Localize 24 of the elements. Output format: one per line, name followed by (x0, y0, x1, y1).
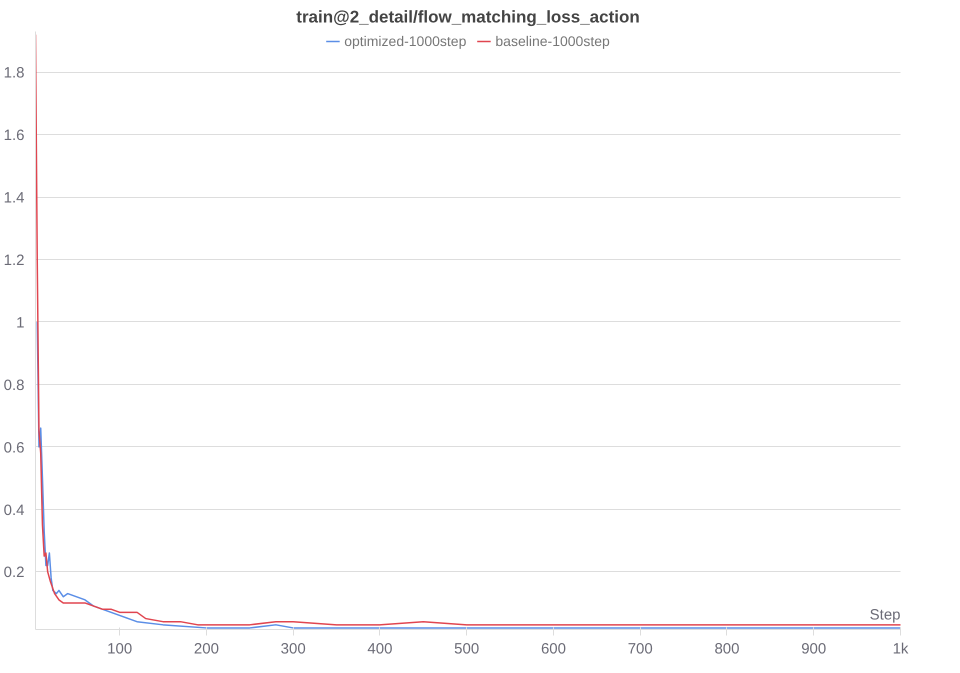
x-tick-label: 1k (892, 640, 909, 658)
y-tick-label: 0.6 (4, 439, 25, 456)
x-axis-title: Step (870, 606, 900, 624)
x-tick-label: 100 (107, 640, 132, 658)
y-tick-label: 1.6 (4, 127, 25, 144)
legend-label: optimized-1000step (344, 33, 466, 49)
x-tick-label: 300 (280, 640, 306, 658)
chart-title: train@2_detail/flow_matching_loss_action (296, 8, 640, 26)
x-tick-label: 400 (367, 640, 392, 658)
x-tick-label: 800 (714, 640, 740, 658)
y-tick-label: 0.4 (4, 502, 25, 519)
y-tick-label: 1.8 (4, 64, 25, 82)
x-tick-label: 600 (540, 640, 566, 658)
x-tick-label: 200 (194, 640, 219, 658)
x-tick-label: 900 (801, 640, 826, 658)
legend-label: baseline-1000step (495, 33, 610, 49)
y-tick-label: 0.2 (4, 564, 25, 582)
x-tick-label: 700 (628, 640, 653, 658)
x-tick-label: 500 (454, 640, 480, 658)
y-tick-label: 1.4 (4, 190, 25, 207)
y-tick-label: 1.2 (4, 252, 25, 269)
y-tick-label: 1 (16, 314, 24, 332)
y-tick-label: 0.8 (4, 376, 25, 394)
line-series (36, 34, 900, 626)
